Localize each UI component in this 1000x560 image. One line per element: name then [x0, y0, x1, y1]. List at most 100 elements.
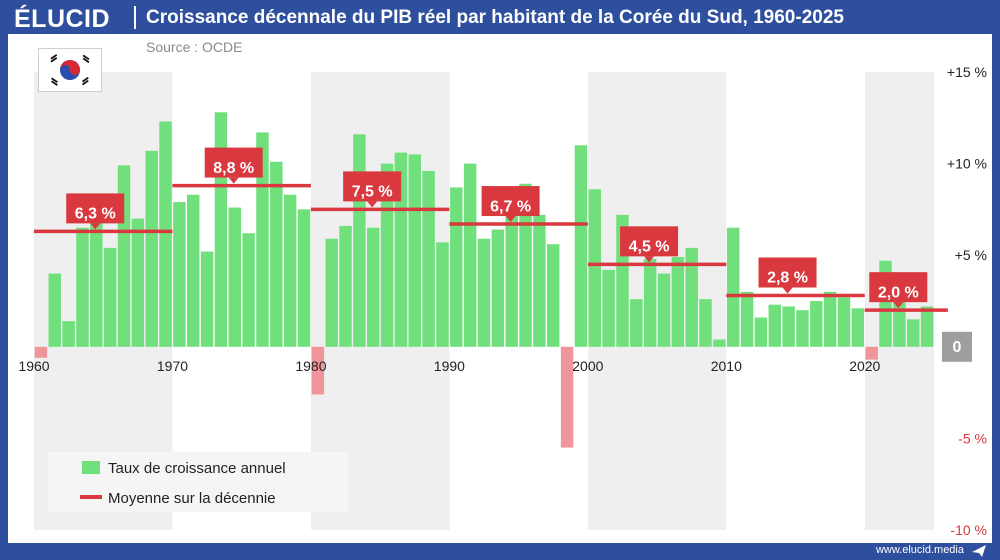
bar [187, 194, 200, 347]
average-label-box [869, 272, 928, 303]
average-label-box [343, 171, 402, 202]
bar [810, 301, 823, 347]
bar [920, 306, 934, 347]
average-label: 7,5 % [352, 184, 393, 201]
bar [533, 214, 546, 347]
paper-plane-icon [972, 545, 986, 557]
bar [837, 297, 851, 347]
bar [671, 257, 685, 347]
bar [117, 165, 131, 347]
bar [630, 299, 643, 347]
bar [865, 346, 878, 360]
legend-marker-bar [82, 461, 100, 474]
bar [740, 291, 754, 347]
legend-label: Taux de croissance annuel [108, 460, 286, 477]
chart-title: Croissance décennale du PIB réel par hab… [146, 7, 844, 28]
average-label-pointer [505, 216, 516, 223]
bar [823, 291, 837, 347]
bar [477, 238, 491, 347]
bar [782, 306, 795, 347]
source-note: Source : OCDE [146, 39, 243, 55]
average-label-box [66, 193, 125, 224]
bar [851, 308, 865, 347]
bar [103, 247, 117, 347]
bar [325, 238, 338, 347]
title-separator [134, 6, 136, 29]
average-label: 2,0 % [878, 284, 919, 301]
y-tick-label: -10 % [950, 522, 987, 538]
bar [588, 189, 601, 347]
bar [242, 233, 255, 347]
bar [283, 194, 297, 347]
bar [422, 170, 435, 347]
average-label-pointer [90, 223, 101, 230]
bar [90, 216, 103, 347]
average-label: 8,8 % [213, 160, 254, 177]
bar [311, 346, 325, 395]
south-korea-flag-icon [38, 48, 102, 92]
bar [657, 273, 671, 347]
bar [145, 150, 158, 347]
average-label-pointer [644, 256, 655, 263]
average-label-box [204, 147, 263, 178]
bar [643, 258, 657, 347]
average-label-pointer [367, 201, 378, 208]
bar [436, 242, 449, 347]
x-tick-label: 1970 [157, 358, 188, 374]
bar [727, 227, 740, 347]
bar [463, 163, 477, 347]
x-tick-label: 2010 [711, 358, 742, 374]
y-tick-label: +10 % [947, 156, 987, 172]
bar [754, 317, 768, 347]
bar [339, 225, 352, 347]
zero-badge [942, 331, 972, 362]
average-label-box [758, 257, 817, 288]
bar [505, 189, 518, 347]
y-tick-label: -5 % [958, 430, 987, 446]
bar [547, 244, 560, 347]
bar [48, 273, 61, 347]
x-tick-label: 1960 [18, 358, 49, 374]
bar [685, 247, 698, 347]
bar [270, 161, 283, 347]
bar [76, 227, 89, 347]
bar [34, 346, 48, 358]
legend-label: Moyenne sur la décennie [108, 490, 276, 507]
bar [491, 229, 505, 347]
x-tick-label: 1980 [295, 358, 326, 374]
y-tick-label: +15 % [947, 64, 987, 80]
bar [602, 269, 615, 347]
bar [893, 295, 906, 347]
x-tick-label: 2020 [849, 358, 880, 374]
x-tick-label: 1990 [434, 358, 465, 374]
bar [699, 299, 712, 347]
bar [297, 209, 311, 347]
average-label-pointer [893, 302, 904, 309]
bar [62, 321, 75, 347]
y-tick-label: 0 [953, 339, 962, 356]
y-tick-label: +5 % [955, 247, 987, 263]
average-label-box [481, 186, 540, 217]
bar [353, 134, 366, 347]
bar [560, 346, 574, 448]
average-label: 6,7 % [490, 198, 531, 215]
bar [796, 310, 809, 347]
average-label-pointer [782, 287, 793, 294]
x-tick-label: 2000 [572, 358, 603, 374]
average-label: 4,5 % [629, 239, 670, 256]
bar [450, 187, 463, 347]
average-label: 6,3 % [75, 206, 116, 223]
bar [574, 145, 588, 347]
bar [768, 304, 781, 347]
elucid-logo: ÉLUCID [14, 5, 111, 33]
bar [713, 339, 726, 347]
bar [228, 207, 241, 347]
average-label-pointer [228, 177, 239, 184]
bar [173, 202, 186, 347]
bar [214, 112, 228, 347]
bar [907, 319, 920, 347]
footer-url[interactable]: www.elucid.media [875, 544, 964, 556]
bar [159, 121, 172, 347]
bar [367, 227, 380, 347]
